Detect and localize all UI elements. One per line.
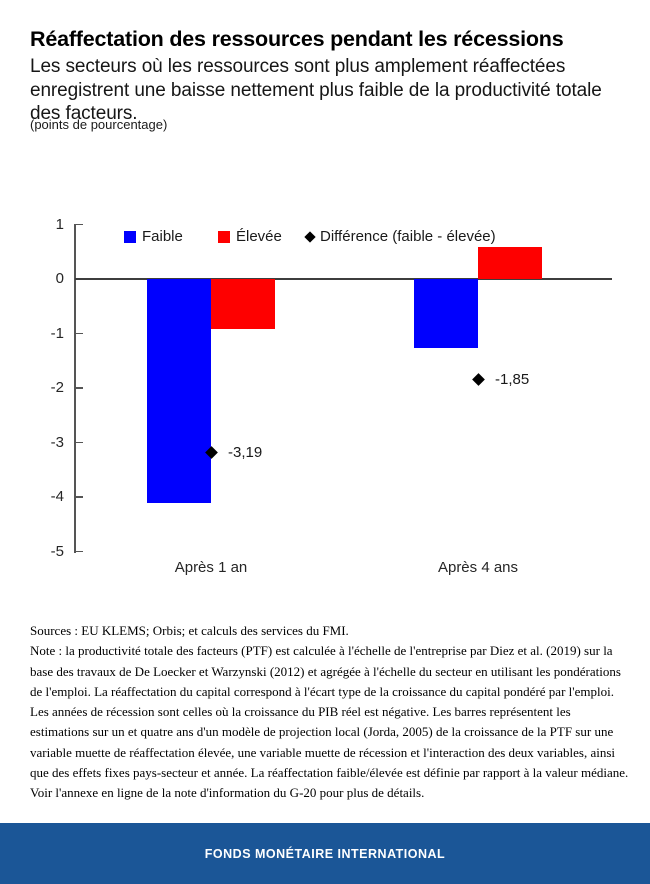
y-axis-tick-label: 1 bbox=[55, 215, 64, 233]
footer-bar: FONDS MONÉTAIRE INTERNATIONAL bbox=[0, 823, 650, 884]
footer-title: FONDS MONÉTAIRE INTERNATIONAL bbox=[204, 846, 446, 861]
unit-label: (points de pourcentage) bbox=[30, 117, 168, 132]
y-axis-tick-label: -2 bbox=[50, 379, 64, 396]
zero-line bbox=[75, 278, 612, 280]
bar-elevee-1 bbox=[478, 246, 542, 279]
diamond-icon bbox=[304, 230, 316, 243]
x-axis-category-label-0: Après 1 an bbox=[174, 559, 248, 576]
y-axis-tick-label: 0 bbox=[55, 270, 64, 287]
y-axis-tick-label: -4 bbox=[50, 488, 64, 505]
legend-label: Différence (faible - élevée) bbox=[320, 228, 496, 245]
y-axis-tick bbox=[75, 441, 83, 444]
legend-label: Élevée bbox=[236, 228, 282, 245]
difference-marker-0 bbox=[204, 446, 218, 460]
note-paragraph: Note : la productivité totale des facteu… bbox=[30, 643, 629, 801]
y-axis-tick-label: -5 bbox=[50, 542, 64, 560]
y-axis-tick bbox=[75, 550, 83, 553]
x-axis-category-label-1: Après 4 ans bbox=[437, 559, 519, 576]
square-swatch-icon bbox=[218, 230, 230, 243]
bar-faible-1 bbox=[414, 279, 478, 348]
y-axis-tick-label: -3 bbox=[50, 433, 64, 451]
y-axis-tick bbox=[75, 332, 83, 335]
y-axis-tick-label: -1 bbox=[50, 324, 64, 342]
difference-value-label-1: -1,85 bbox=[495, 370, 530, 388]
legend-item-difference: Différence (faible - élevée) bbox=[304, 228, 496, 245]
bar-faible-0 bbox=[147, 279, 211, 503]
square-swatch-icon bbox=[124, 230, 136, 243]
difference-value-label-0: -3,19 bbox=[228, 443, 263, 461]
sources-line: Sources : EU KLEMS; Orbis; et calculs de… bbox=[30, 623, 349, 638]
difference-marker-1 bbox=[471, 373, 485, 387]
notes-block: Sources : EU KLEMS; Orbis; et calculs de… bbox=[30, 621, 630, 804]
y-axis-tick bbox=[75, 223, 83, 226]
y-axis-line bbox=[74, 223, 76, 553]
legend-item-faible: Faible bbox=[124, 228, 183, 245]
legend-item-elevee: Élevée bbox=[218, 228, 282, 245]
bar-elevee-0 bbox=[211, 279, 275, 330]
legend-label: Faible bbox=[142, 228, 183, 245]
y-axis-tick bbox=[75, 387, 83, 389]
y-axis-tick bbox=[75, 496, 83, 498]
chart-title: Réaffectation des ressources pendant les… bbox=[30, 27, 564, 51]
chart-subtitle: Les secteurs où les ressources sont plus… bbox=[30, 56, 602, 124]
